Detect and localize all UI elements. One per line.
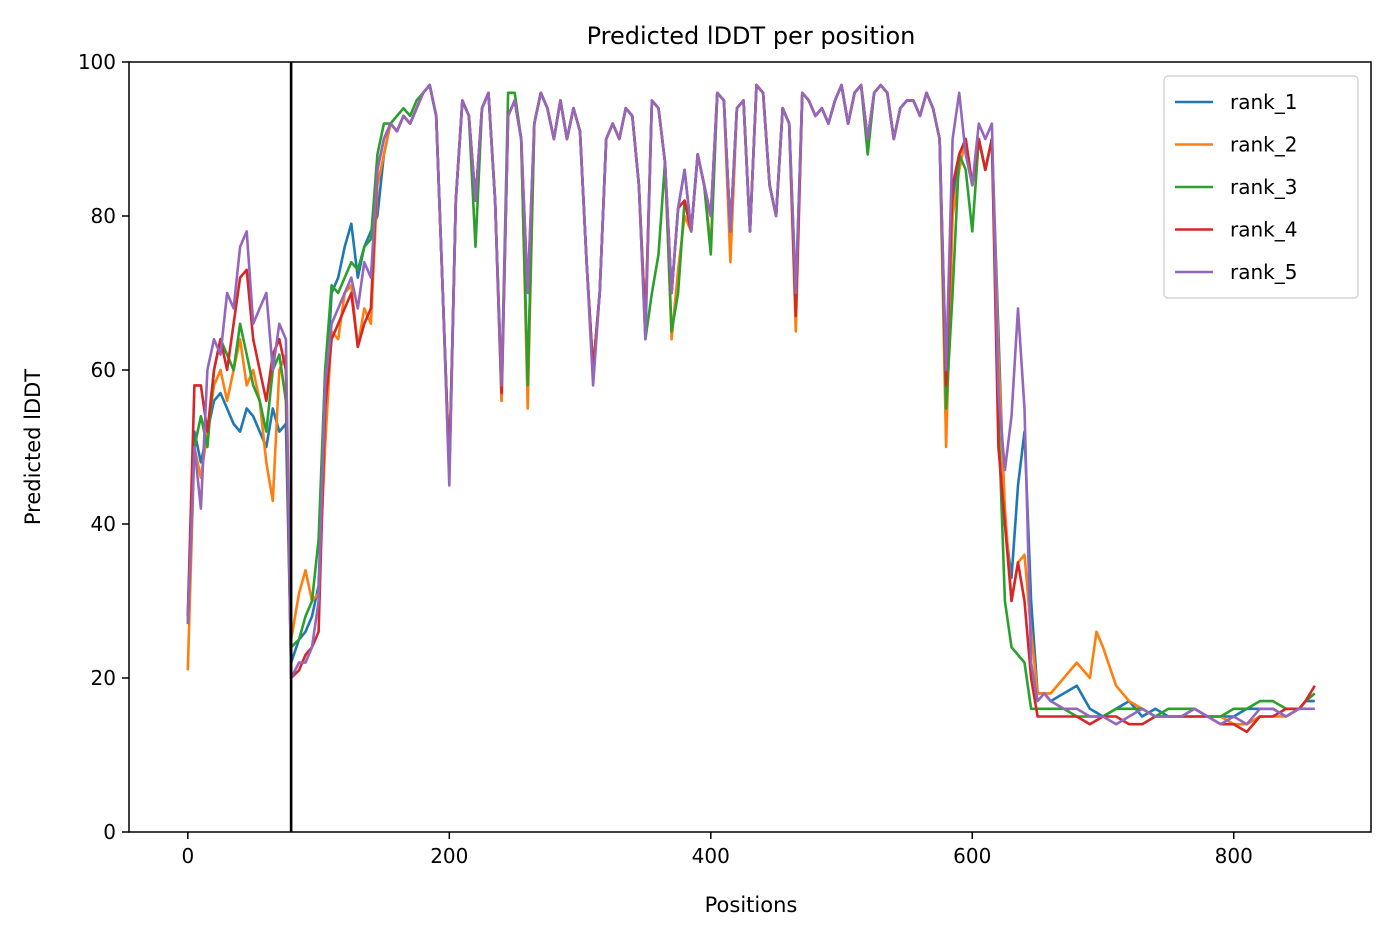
y-tick-label: 80 <box>91 204 116 228</box>
y-axis-label: Predicted lDDT <box>21 369 45 525</box>
series-line-rank-5 <box>186 83 1315 726</box>
x-tick-label: 600 <box>953 844 991 868</box>
legend-label-rank-4: rank_4 <box>1230 218 1297 242</box>
legend-label-rank-2: rank_2 <box>1230 133 1297 157</box>
axis-ticks: 0 200 400 600 800 0 20 40 60 80 100 <box>78 50 1253 868</box>
x-tick-label: 400 <box>692 844 730 868</box>
legend-label-rank-3: rank_3 <box>1230 175 1297 199</box>
x-tick-label: 800 <box>1215 844 1253 868</box>
plot-frame <box>128 61 1372 833</box>
x-tick-label: 200 <box>430 844 468 868</box>
legend: rank_1 rank_2 rank_3 rank_4 rank_5 <box>1163 75 1359 299</box>
legend-label-rank-1: rank_1 <box>1230 90 1297 114</box>
legend-box <box>1163 75 1359 299</box>
chart-title: Predicted lDDT per position <box>587 22 916 50</box>
y-tick-label: 60 <box>91 358 116 382</box>
y-tick-label: 0 <box>103 820 116 844</box>
y-tick-label: 100 <box>78 50 116 74</box>
y-tick-label: 20 <box>91 666 116 690</box>
plot-area <box>186 62 1316 832</box>
series-line-rank-4 <box>186 83 1316 734</box>
x-axis-label: Positions <box>705 893 798 917</box>
y-tick-label: 40 <box>91 512 116 536</box>
legend-label-rank-5: rank_5 <box>1230 260 1297 284</box>
x-tick-label: 0 <box>181 844 194 868</box>
